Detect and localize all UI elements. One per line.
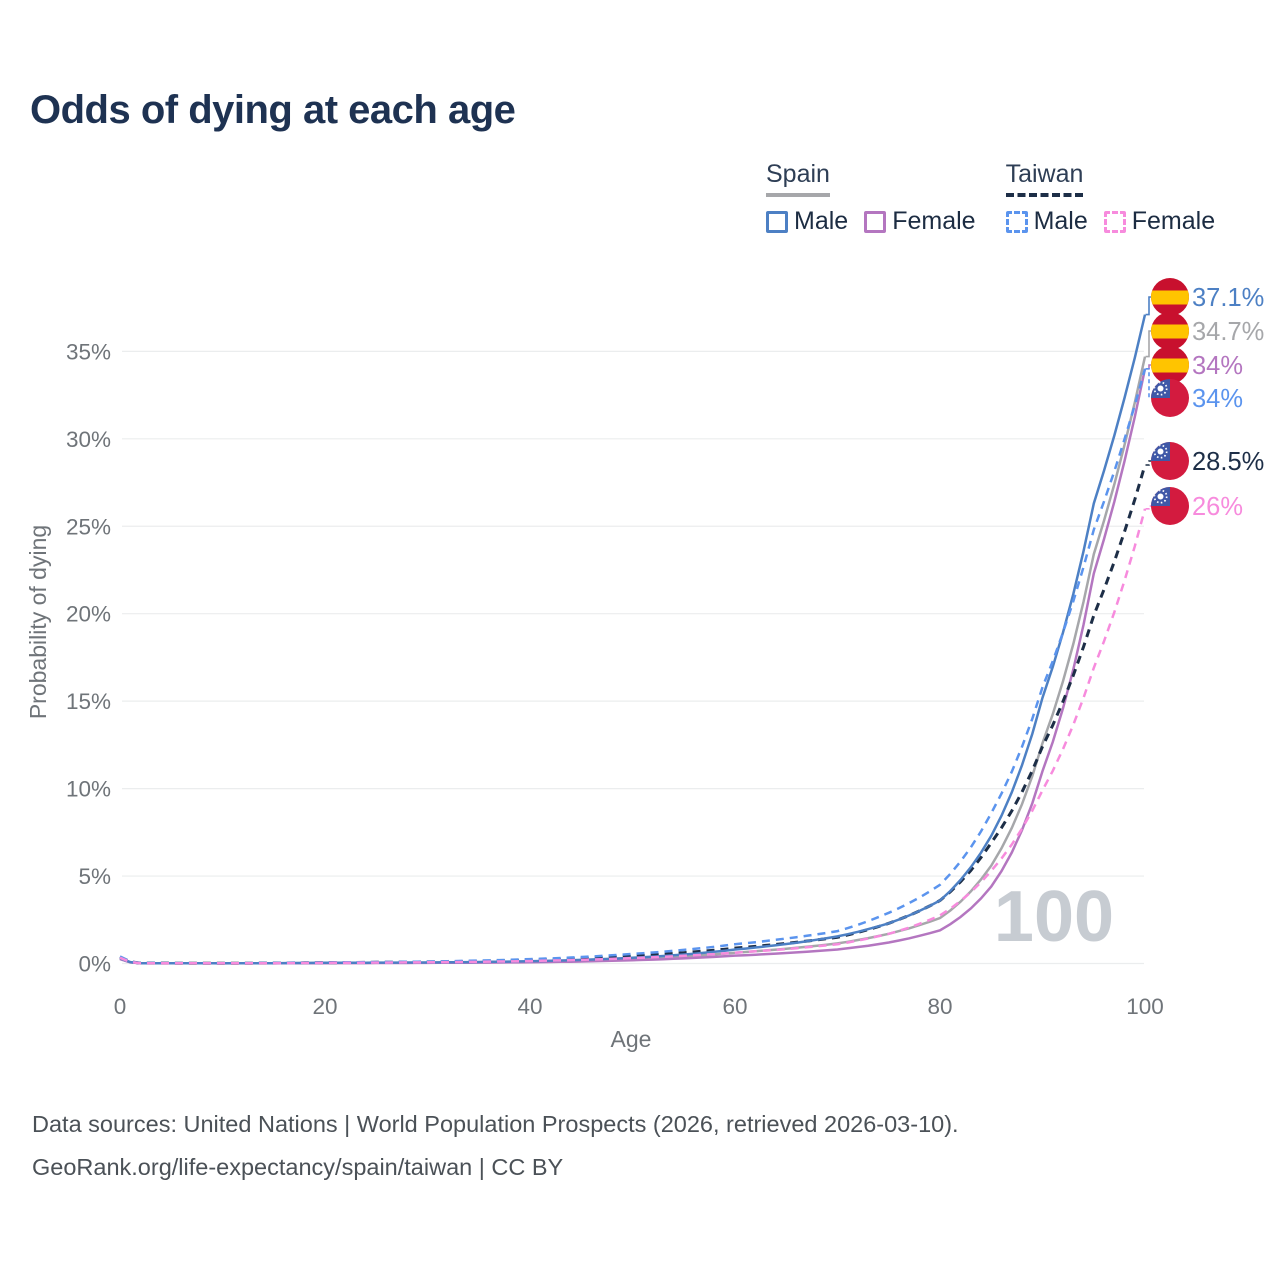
taiwan-flag-icon [1151, 379, 1189, 417]
end-label-taiwan-male: 34% [1192, 385, 1243, 413]
x-tick-label: 20 [312, 994, 337, 1019]
legend-item-label: Female [1131, 207, 1216, 235]
legend-group-taiwan: Taiwan Male Female [1005, 160, 1216, 236]
spain-flag-icon [1151, 312, 1189, 350]
spain-female-swatch-icon [864, 210, 887, 233]
x-tick-label: 80 [927, 994, 952, 1019]
legend-group-spain: Spain Male Female [766, 160, 976, 236]
legend-item-label: Male [1033, 207, 1088, 235]
y-tick-label: 35% [66, 339, 111, 364]
spain-flag-icon [1151, 278, 1189, 316]
x-axis-title: Age [611, 1026, 652, 1052]
series-lines [119, 314, 1147, 965]
legend-items-spain: Male Female [766, 207, 976, 236]
series-end-labels: 37.1% 34.7% 34% 34% 28.5% 26% [1145, 278, 1264, 525]
age-watermark: 100 [994, 877, 1114, 957]
legend-item-taiwan-female: Female [1103, 207, 1216, 236]
legend-item-label: Female [892, 207, 976, 235]
legend-item-spain-male: Male [766, 207, 848, 236]
x-tick-label: 0 [114, 994, 127, 1019]
y-tick-label: 30% [66, 427, 111, 452]
end-label-taiwan-female: 26% [1192, 493, 1243, 521]
legend-item-spain-female: Female [864, 207, 976, 236]
legend: Spain Male Female Taiwan Male [766, 160, 1215, 236]
spain-male-swatch-icon [766, 210, 788, 233]
y-tick-label: 10% [66, 777, 111, 802]
leader-line-taiwan-male [1145, 368, 1151, 399]
series-line-spain-female [119, 368, 1147, 965]
spain-flag-icon [1151, 346, 1189, 384]
y-tick-label: 25% [66, 514, 111, 539]
taiwan-female-swatch-icon [1103, 210, 1126, 233]
y-tick-label: 20% [66, 602, 111, 627]
series-line-spain-all [119, 356, 1147, 965]
page-title: Odds of dying at each age [30, 88, 516, 132]
end-label-spain-female: 34% [1192, 352, 1243, 380]
series-line-taiwan-all [119, 464, 1147, 965]
leader-line-spain-all [1145, 330, 1151, 358]
legend-item-taiwan-male: Male [1005, 207, 1088, 236]
legend-item-label: Male [794, 207, 849, 235]
x-tick-label: 60 [722, 994, 747, 1019]
gridlines [122, 350, 1144, 965]
x-tick-label: 100 [1126, 994, 1164, 1019]
taiwan-male-swatch-icon [1005, 210, 1028, 233]
y-axis-title: Probability of dying [25, 525, 51, 719]
y-tick-label: 5% [78, 864, 111, 889]
x-tick-label: 40 [517, 994, 542, 1019]
legend-group-spain-title: Spain [766, 160, 830, 197]
end-label-spain-all: 34.7% [1192, 318, 1264, 346]
axis-labels: 0% 5% 10% 15% 20% 25% 30% 35% 0 20 40 60 80 100 [66, 339, 1164, 1019]
source-footer: Data sources: United Nations | World Pop… [32, 1103, 959, 1188]
attribution-line: GeoRank.org/life-expectancy/spain/taiwan… [32, 1153, 564, 1180]
leader-line-spain-male [1145, 296, 1151, 316]
end-label-taiwan-all: 28.5% [1192, 448, 1264, 476]
taiwan-flag-icon [1151, 442, 1189, 480]
legend-items-taiwan: Male Female [1005, 207, 1216, 236]
end-label-spain-male: 37.1% [1192, 284, 1264, 312]
leader-line-taiwan-female [1145, 505, 1151, 510]
y-tick-label: 0% [78, 952, 111, 977]
series-line-taiwan-male [119, 368, 1147, 965]
data-sources-line: Data sources: United Nations | World Pop… [32, 1111, 959, 1137]
y-tick-label: 15% [66, 689, 111, 714]
series-line-taiwan-female [119, 508, 1147, 965]
legend-group-taiwan-title: Taiwan [1005, 160, 1084, 197]
leader-line-taiwan-all [1145, 460, 1151, 466]
taiwan-flag-icon [1151, 487, 1189, 525]
